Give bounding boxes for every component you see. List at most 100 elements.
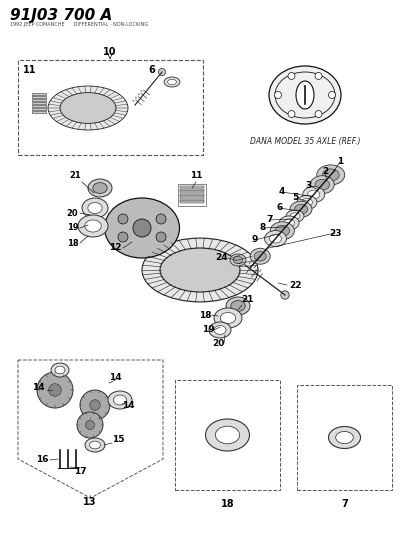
- Text: 6: 6: [277, 204, 283, 213]
- Ellipse shape: [264, 231, 286, 247]
- Text: 22: 22: [289, 280, 301, 289]
- Text: DANA MODEL 35 AXLE (REF.): DANA MODEL 35 AXLE (REF.): [250, 137, 360, 146]
- Circle shape: [275, 92, 281, 99]
- Bar: [180, 198, 204, 200]
- Bar: [180, 191, 204, 193]
- Text: 18: 18: [67, 238, 79, 247]
- Circle shape: [288, 72, 295, 79]
- Ellipse shape: [269, 234, 281, 243]
- Text: 18: 18: [199, 311, 211, 319]
- Text: 1: 1: [337, 157, 343, 166]
- Circle shape: [328, 92, 335, 99]
- Text: 12: 12: [109, 244, 121, 253]
- Circle shape: [80, 390, 110, 420]
- Text: 4: 4: [279, 188, 285, 197]
- Ellipse shape: [85, 438, 105, 452]
- Text: 19: 19: [202, 326, 214, 335]
- Circle shape: [49, 384, 61, 397]
- Ellipse shape: [250, 248, 270, 264]
- Ellipse shape: [205, 419, 249, 451]
- Ellipse shape: [88, 203, 102, 214]
- Ellipse shape: [214, 326, 226, 334]
- Ellipse shape: [215, 426, 240, 444]
- Ellipse shape: [55, 366, 65, 374]
- Ellipse shape: [297, 195, 317, 209]
- Text: 17: 17: [74, 467, 86, 477]
- Bar: [180, 186, 204, 188]
- Ellipse shape: [60, 93, 116, 124]
- Ellipse shape: [78, 215, 108, 237]
- Circle shape: [77, 412, 103, 438]
- Text: 6: 6: [149, 65, 156, 75]
- Ellipse shape: [270, 222, 294, 240]
- Ellipse shape: [315, 179, 329, 190]
- Bar: [32, 104, 46, 107]
- Ellipse shape: [214, 308, 242, 328]
- Bar: [32, 101, 46, 104]
- Circle shape: [118, 214, 128, 224]
- Ellipse shape: [160, 248, 240, 292]
- Text: 10: 10: [103, 47, 117, 57]
- Text: 24: 24: [216, 254, 228, 262]
- Text: 15: 15: [112, 435, 124, 445]
- Ellipse shape: [336, 431, 353, 443]
- Text: 20: 20: [212, 338, 224, 348]
- Bar: [180, 193, 204, 196]
- Bar: [178, 183, 206, 206]
- Text: 16: 16: [36, 456, 48, 464]
- Bar: [175, 380, 280, 490]
- Ellipse shape: [301, 198, 312, 206]
- Circle shape: [158, 68, 166, 76]
- Ellipse shape: [286, 210, 304, 222]
- Text: 14: 14: [109, 374, 122, 383]
- Ellipse shape: [51, 363, 69, 377]
- Ellipse shape: [104, 198, 179, 258]
- Bar: [180, 196, 204, 198]
- Ellipse shape: [317, 165, 345, 185]
- Ellipse shape: [108, 391, 132, 409]
- Circle shape: [85, 421, 94, 430]
- Bar: [32, 93, 46, 95]
- Circle shape: [281, 291, 289, 299]
- Text: 1992 JEEP COMANCHE      DIFFERENTIAL - NON-LOCKING: 1992 JEEP COMANCHE DIFFERENTIAL - NON-LO…: [10, 22, 148, 27]
- Circle shape: [288, 110, 295, 118]
- Circle shape: [315, 110, 322, 118]
- Bar: [180, 189, 204, 190]
- Ellipse shape: [303, 187, 325, 203]
- Text: 14: 14: [32, 384, 44, 392]
- Text: 91J03 700 A: 91J03 700 A: [10, 8, 112, 23]
- Ellipse shape: [269, 66, 341, 124]
- Bar: [297, 385, 392, 490]
- Text: 23: 23: [329, 229, 341, 238]
- Ellipse shape: [233, 256, 243, 264]
- Ellipse shape: [310, 176, 334, 193]
- Text: 13: 13: [83, 497, 97, 507]
- Text: 2: 2: [322, 167, 328, 176]
- Ellipse shape: [231, 301, 245, 311]
- Ellipse shape: [113, 395, 127, 405]
- Ellipse shape: [82, 198, 108, 218]
- Text: 20: 20: [66, 208, 78, 217]
- Ellipse shape: [308, 190, 320, 199]
- Text: 11: 11: [190, 172, 202, 181]
- Bar: [180, 201, 204, 203]
- Ellipse shape: [93, 183, 107, 193]
- Text: 21: 21: [242, 295, 254, 304]
- Circle shape: [315, 72, 322, 79]
- Circle shape: [90, 400, 100, 410]
- Ellipse shape: [142, 238, 258, 302]
- Ellipse shape: [168, 79, 177, 85]
- Ellipse shape: [230, 254, 246, 266]
- Ellipse shape: [294, 204, 308, 214]
- Bar: [32, 110, 46, 113]
- Text: 5: 5: [292, 193, 298, 203]
- Circle shape: [118, 232, 128, 242]
- Text: 19: 19: [67, 223, 79, 232]
- Ellipse shape: [328, 426, 360, 448]
- Ellipse shape: [296, 81, 314, 109]
- Ellipse shape: [290, 201, 312, 217]
- Ellipse shape: [85, 220, 101, 232]
- Ellipse shape: [209, 322, 231, 338]
- Ellipse shape: [226, 297, 250, 315]
- Text: 7: 7: [341, 499, 348, 509]
